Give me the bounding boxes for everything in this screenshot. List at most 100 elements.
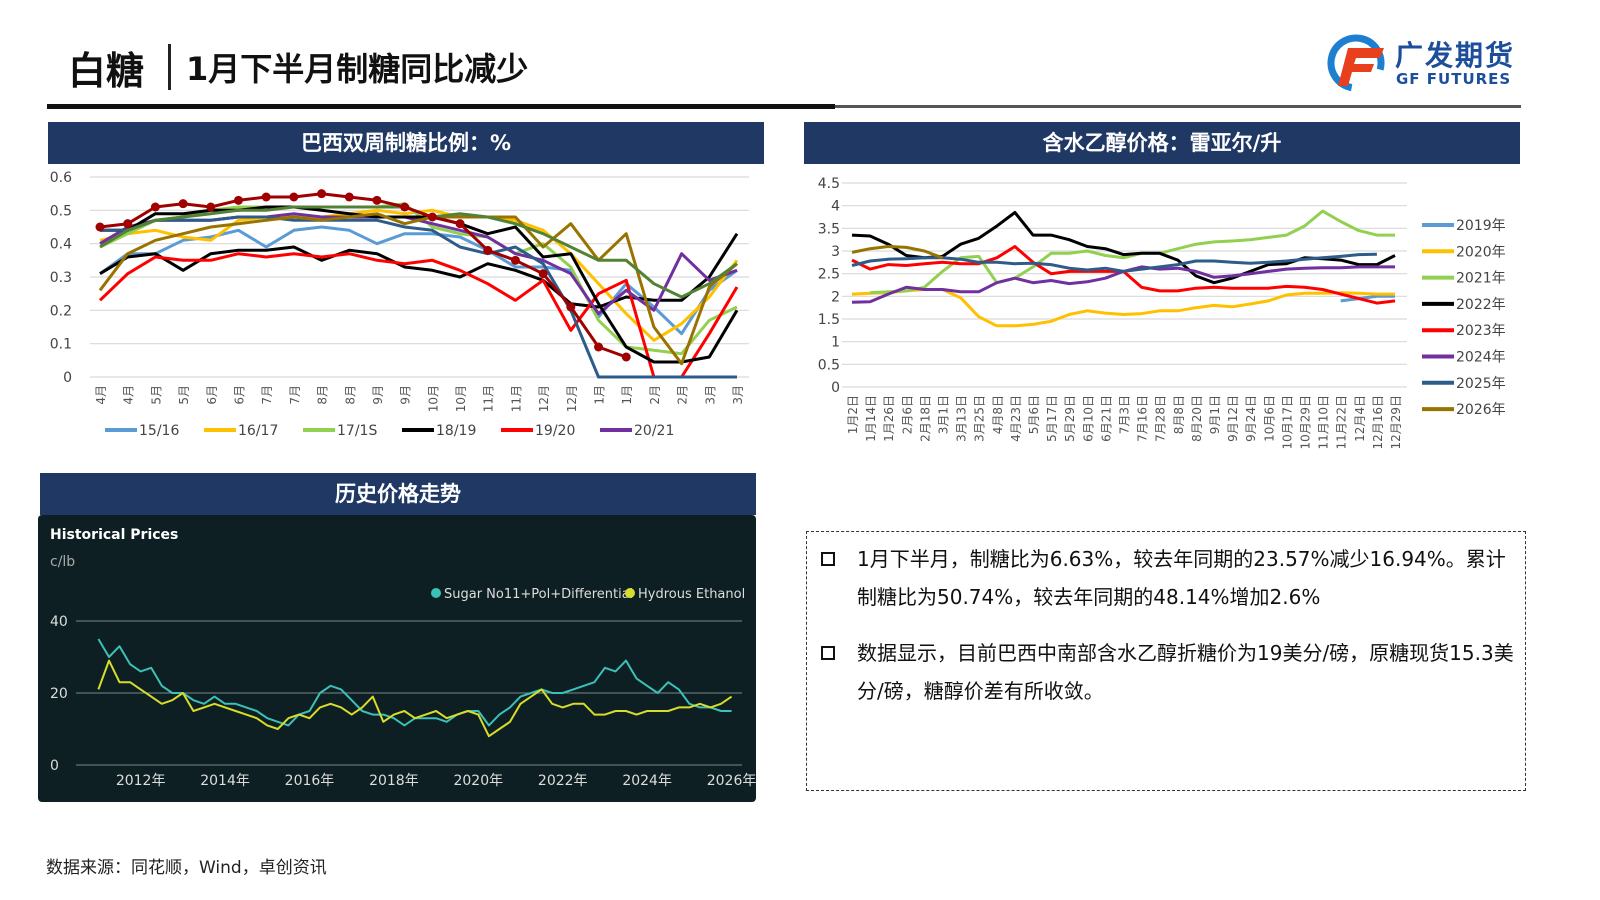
data-point xyxy=(400,202,410,212)
x-tick-label: 11月10日 xyxy=(1317,395,1331,450)
legend-label: 18/19 xyxy=(436,423,476,439)
y-tick-label: 0 xyxy=(63,370,72,386)
series-line-series-7 xyxy=(100,215,737,379)
data-point xyxy=(150,202,160,212)
data-point xyxy=(594,342,604,352)
bullet-item: 数据显示，目前巴西中南部含水乙醇折糖价为19美分/磅，原糖现货15.3美分/磅，… xyxy=(821,634,1525,710)
y-tick-label: 2 xyxy=(831,289,840,305)
x-tick-label: 2月6日 xyxy=(900,395,914,434)
x-tick-label: 6月10日 xyxy=(1081,395,1095,442)
legend-label: 15/16 xyxy=(139,423,179,439)
series-line-series-6 xyxy=(100,205,739,364)
x-tick-label: 8月 xyxy=(343,385,357,405)
hydrous-ethanol-price-chart: 0 0.5 1 1.5 2 2.5 3 3.5 4 4.5 1月2日 1月14日 1月26日 2月6日 2月… xyxy=(818,176,1506,450)
x-tick-label: 9月24日 xyxy=(1244,395,1258,442)
x-tick-label: 9月 xyxy=(399,385,413,405)
legend-label: 2022年 xyxy=(1456,297,1506,313)
data-point xyxy=(538,269,548,279)
y-tick-label: 3 xyxy=(831,244,840,260)
page-subtitle: 1月下半月制糖同比减少 xyxy=(186,50,529,88)
legend-label: 2026年 xyxy=(1456,402,1506,418)
x-tick-label: 12月16日 xyxy=(1371,395,1385,450)
y-tick-label: 1 xyxy=(831,335,840,351)
legend-label: 20/21 xyxy=(634,423,674,439)
data-point xyxy=(483,245,493,255)
x-tick-label: 3月13日 xyxy=(955,395,969,442)
series-line-15/16 xyxy=(99,225,738,336)
header-rule-light xyxy=(835,105,1521,108)
legend-dot xyxy=(625,588,635,598)
series-line-2026年 xyxy=(851,245,944,260)
x-tick-label: 4月23日 xyxy=(1009,395,1023,442)
x-tick-label: 2016年 xyxy=(285,773,335,789)
x-tick-label: 2012年 xyxy=(116,773,166,789)
y-axis-unit: c/lb xyxy=(50,554,75,570)
square-bullet-icon xyxy=(821,552,835,566)
x-tick-label: 9月12日 xyxy=(1226,395,1240,442)
x-tick-label: 7月 xyxy=(288,385,302,405)
x-tick-label: 10月6日 xyxy=(1262,395,1276,442)
x-tick-label: 2月18日 xyxy=(918,395,932,442)
series-line-series-10 xyxy=(99,192,627,359)
y-tick-label: 0.2 xyxy=(50,303,72,319)
x-tick-label: 12月29日 xyxy=(1389,395,1403,450)
x-tick-label: 6月21日 xyxy=(1099,395,1113,442)
x-tick-label: 9月1日 xyxy=(1208,395,1222,434)
x-tick-label: 10月29日 xyxy=(1299,395,1313,450)
x-tick-label: 2020年 xyxy=(453,773,503,789)
x-tick-label: 3月25日 xyxy=(973,395,987,442)
data-point xyxy=(566,302,576,312)
x-tick-label: 4月 xyxy=(122,385,136,405)
data-point xyxy=(233,195,243,205)
legend-label: Sugar No11+Pol+Differential xyxy=(444,587,633,602)
data-point xyxy=(344,192,354,202)
x-tick-label: 7月3日 xyxy=(1118,395,1132,434)
x-tick-label: 2月 xyxy=(648,385,662,405)
legend-label: 17/1S xyxy=(337,423,377,439)
x-tick-label: 2022年 xyxy=(538,773,588,789)
y-tick-label: 0.4 xyxy=(50,237,72,253)
data-point xyxy=(178,199,188,209)
legend-label: 2025年 xyxy=(1456,376,1506,392)
legend-label: 2023年 xyxy=(1456,323,1506,339)
y-tick-label: 0.3 xyxy=(50,270,72,286)
data-point xyxy=(510,255,520,265)
x-tick-label: 10月 xyxy=(454,385,468,412)
x-tick-label: 8月20日 xyxy=(1190,395,1204,442)
square-bullet-icon xyxy=(821,646,835,660)
header-rule xyxy=(47,104,835,109)
data-point xyxy=(289,192,299,202)
x-tick-label: 2026年 xyxy=(707,773,756,789)
series-line-series-8 xyxy=(98,212,738,366)
data-point xyxy=(123,219,133,229)
x-tick-label: 12月 xyxy=(537,385,551,412)
series-line-2019年 xyxy=(1340,294,1395,303)
x-tick-label: 2024年 xyxy=(622,773,672,789)
y-tick-label: 40 xyxy=(50,614,68,630)
left-chart-title: 巴西双周制糖比例：% xyxy=(48,122,764,164)
x-tick-label: 4月 xyxy=(94,385,108,405)
data-point xyxy=(621,352,631,362)
chart-title: Historical Prices xyxy=(50,527,178,543)
x-tick-label: 5月 xyxy=(149,385,163,405)
bullet-item: 1月下半月，制糖比为6.63%，较去年同期的23.57%减少16.94%。累计制… xyxy=(821,540,1525,616)
legend-label: Hydrous Ethanol xyxy=(638,587,745,602)
x-tick-label: 7月 xyxy=(260,385,274,405)
x-tick-label: 8月 xyxy=(316,385,330,405)
bullet-text: 1月下半月，制糖比为6.63%，较去年同期的23.57%减少16.94%。累计制… xyxy=(857,547,1506,609)
x-tick-label: 6月 xyxy=(205,385,219,405)
bottom-chart-title: 历史价格走势 xyxy=(40,473,756,515)
series-line-1 xyxy=(97,659,733,738)
series-line-2020年 xyxy=(851,288,1395,328)
y-tick-label: 1.5 xyxy=(818,312,840,328)
x-tick-label: 11月 xyxy=(482,385,496,412)
legend-label: 2021年 xyxy=(1456,271,1506,287)
y-tick-label: 0.5 xyxy=(50,203,72,219)
legend-label: 19/20 xyxy=(535,423,575,439)
y-tick-label: 0.1 xyxy=(50,337,72,353)
series-line-0 xyxy=(97,638,732,727)
x-tick-label: 5月6日 xyxy=(1027,395,1041,434)
x-tick-label: 2014年 xyxy=(200,773,250,789)
y-tick-label: 3.5 xyxy=(818,221,840,237)
x-tick-label: 3月1日 xyxy=(937,395,951,434)
